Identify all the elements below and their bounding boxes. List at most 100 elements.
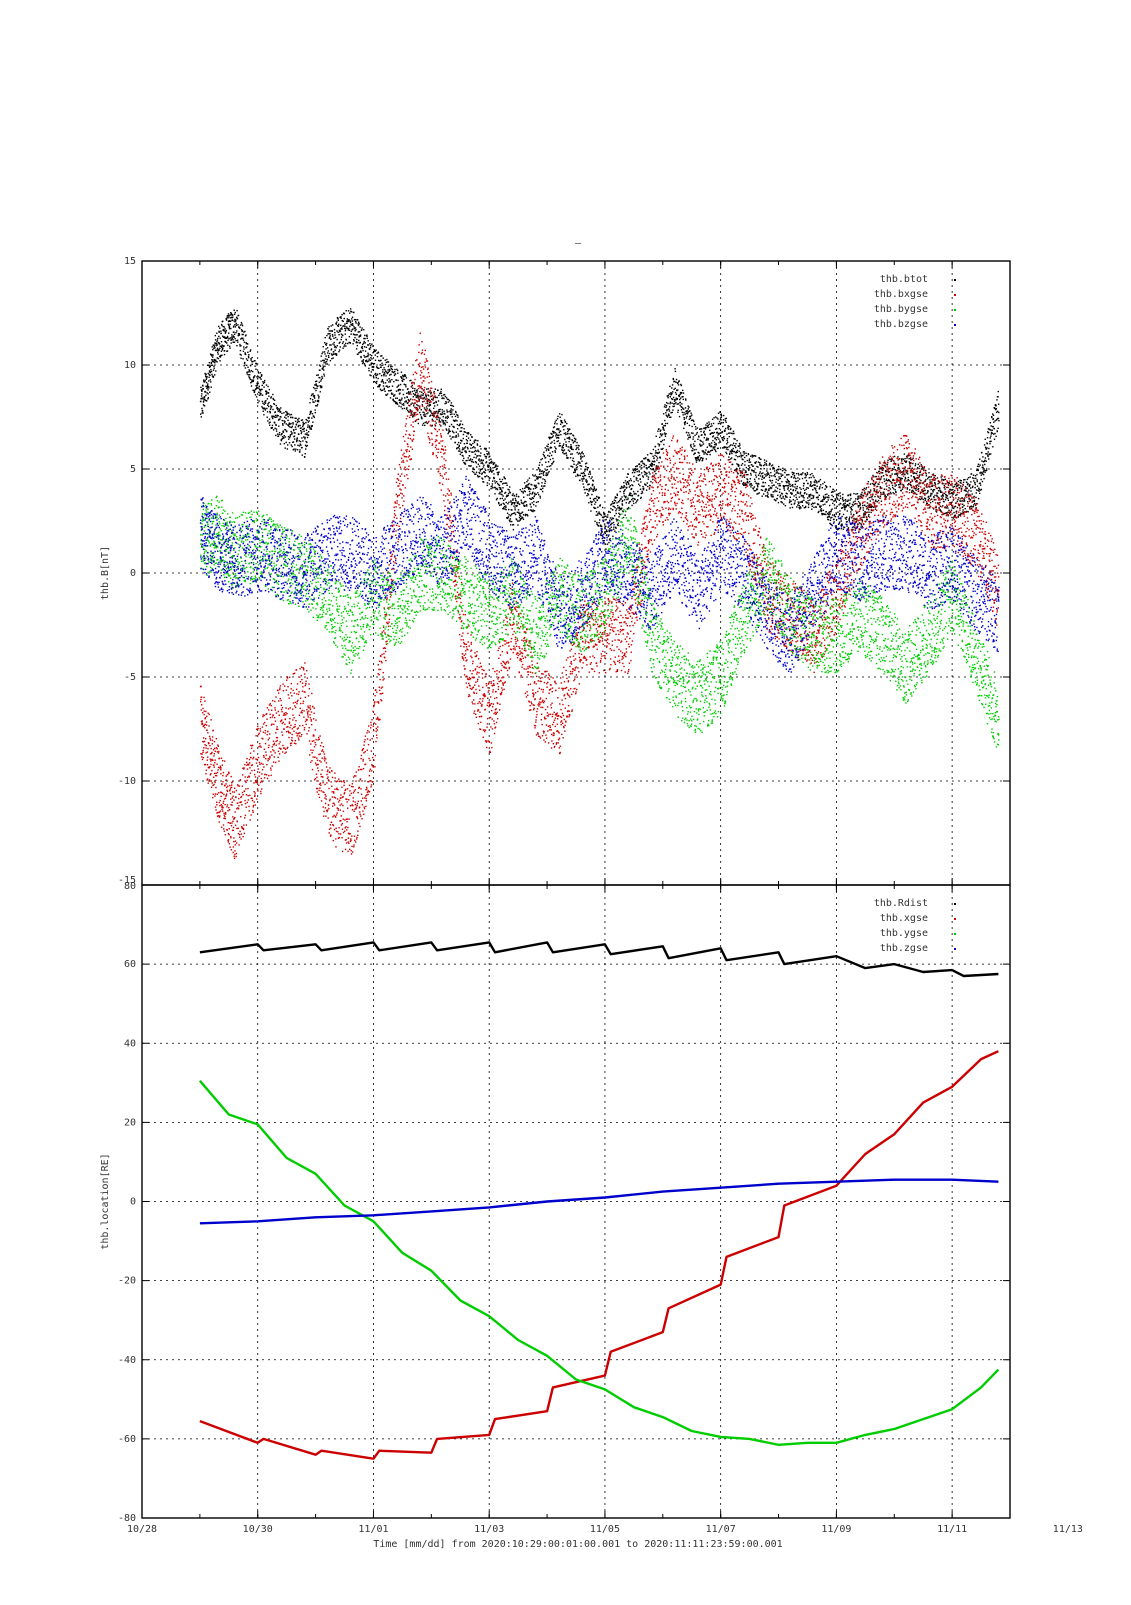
data-point	[675, 402, 676, 403]
data-point	[863, 513, 864, 514]
data-point	[671, 387, 672, 388]
data-point	[296, 440, 297, 441]
data-point	[973, 506, 974, 507]
data-point	[246, 346, 247, 347]
data-point	[777, 488, 778, 489]
data-point	[285, 436, 286, 437]
data-point	[336, 323, 337, 324]
data-point	[564, 439, 565, 440]
data-point	[353, 326, 354, 327]
data-point	[520, 489, 521, 490]
data-point	[421, 418, 422, 419]
data-point	[589, 489, 590, 490]
data-point	[668, 413, 669, 414]
data-point	[879, 466, 880, 467]
data-point	[699, 444, 700, 445]
data-point	[679, 396, 680, 397]
data-point	[470, 465, 471, 466]
data-point	[225, 331, 226, 332]
data-point	[235, 332, 236, 333]
data-point	[986, 470, 987, 471]
data-point	[305, 422, 306, 423]
data-point	[352, 323, 353, 324]
data-point	[369, 349, 370, 350]
data-point	[244, 331, 245, 332]
data-point	[905, 478, 906, 479]
data-point	[793, 473, 794, 474]
data-point	[839, 492, 840, 493]
data-point	[473, 461, 474, 462]
data-point	[624, 499, 625, 500]
data-point	[682, 414, 683, 415]
data-point	[835, 512, 836, 513]
data-point	[504, 504, 505, 505]
data-point	[246, 365, 247, 366]
data-point	[428, 399, 429, 400]
data-point	[250, 349, 251, 350]
data-point	[257, 402, 258, 403]
data-point	[742, 459, 743, 460]
data-point	[702, 441, 703, 442]
data-point	[786, 493, 787, 494]
data-point	[441, 389, 442, 390]
data-point	[348, 319, 349, 320]
data-point	[330, 339, 331, 340]
data-point	[692, 450, 693, 451]
data-point	[855, 493, 856, 494]
data-point	[459, 431, 460, 432]
data-point	[440, 425, 441, 426]
data-point	[686, 432, 687, 433]
data-point	[751, 485, 752, 486]
data-point	[230, 324, 231, 325]
data-point	[715, 416, 716, 417]
data-point	[485, 457, 486, 458]
data-point	[719, 428, 720, 429]
data-point	[682, 412, 683, 413]
data-point	[272, 409, 273, 410]
data-point	[593, 491, 594, 492]
data-point	[485, 476, 486, 477]
data-point	[674, 381, 675, 382]
data-point	[388, 390, 389, 391]
data-point	[870, 489, 871, 490]
data-point	[803, 495, 804, 496]
data-point	[891, 473, 892, 474]
data-point	[677, 412, 678, 413]
data-point	[864, 505, 865, 506]
data-point	[541, 485, 542, 486]
data-point	[590, 478, 591, 479]
data-point	[921, 497, 922, 498]
data-point	[706, 439, 707, 440]
data-point	[330, 344, 331, 345]
data-point	[546, 466, 547, 467]
data-point	[826, 501, 827, 502]
data-point	[758, 483, 759, 484]
data-point	[557, 418, 558, 419]
data-point	[459, 445, 460, 446]
data-point	[649, 485, 650, 486]
data-point	[351, 318, 352, 319]
data-point	[615, 496, 616, 497]
data-point	[848, 527, 849, 528]
data-point	[692, 448, 693, 449]
data-point	[748, 454, 749, 455]
data-point	[562, 422, 563, 423]
data-point	[291, 414, 292, 415]
data-point	[544, 485, 545, 486]
data-point	[890, 492, 891, 493]
data-point	[796, 506, 797, 507]
data-point	[389, 374, 390, 375]
data-point	[510, 501, 511, 502]
data-point	[363, 359, 364, 360]
data-point	[297, 445, 298, 446]
data-point	[446, 402, 447, 403]
data-point	[560, 434, 561, 435]
data-point	[669, 406, 670, 407]
data-point	[931, 481, 932, 482]
data-point	[627, 498, 628, 499]
data-point	[309, 427, 310, 428]
data-point	[750, 474, 751, 475]
data-point	[768, 488, 769, 489]
data-point	[384, 389, 385, 390]
data-point	[811, 508, 812, 509]
